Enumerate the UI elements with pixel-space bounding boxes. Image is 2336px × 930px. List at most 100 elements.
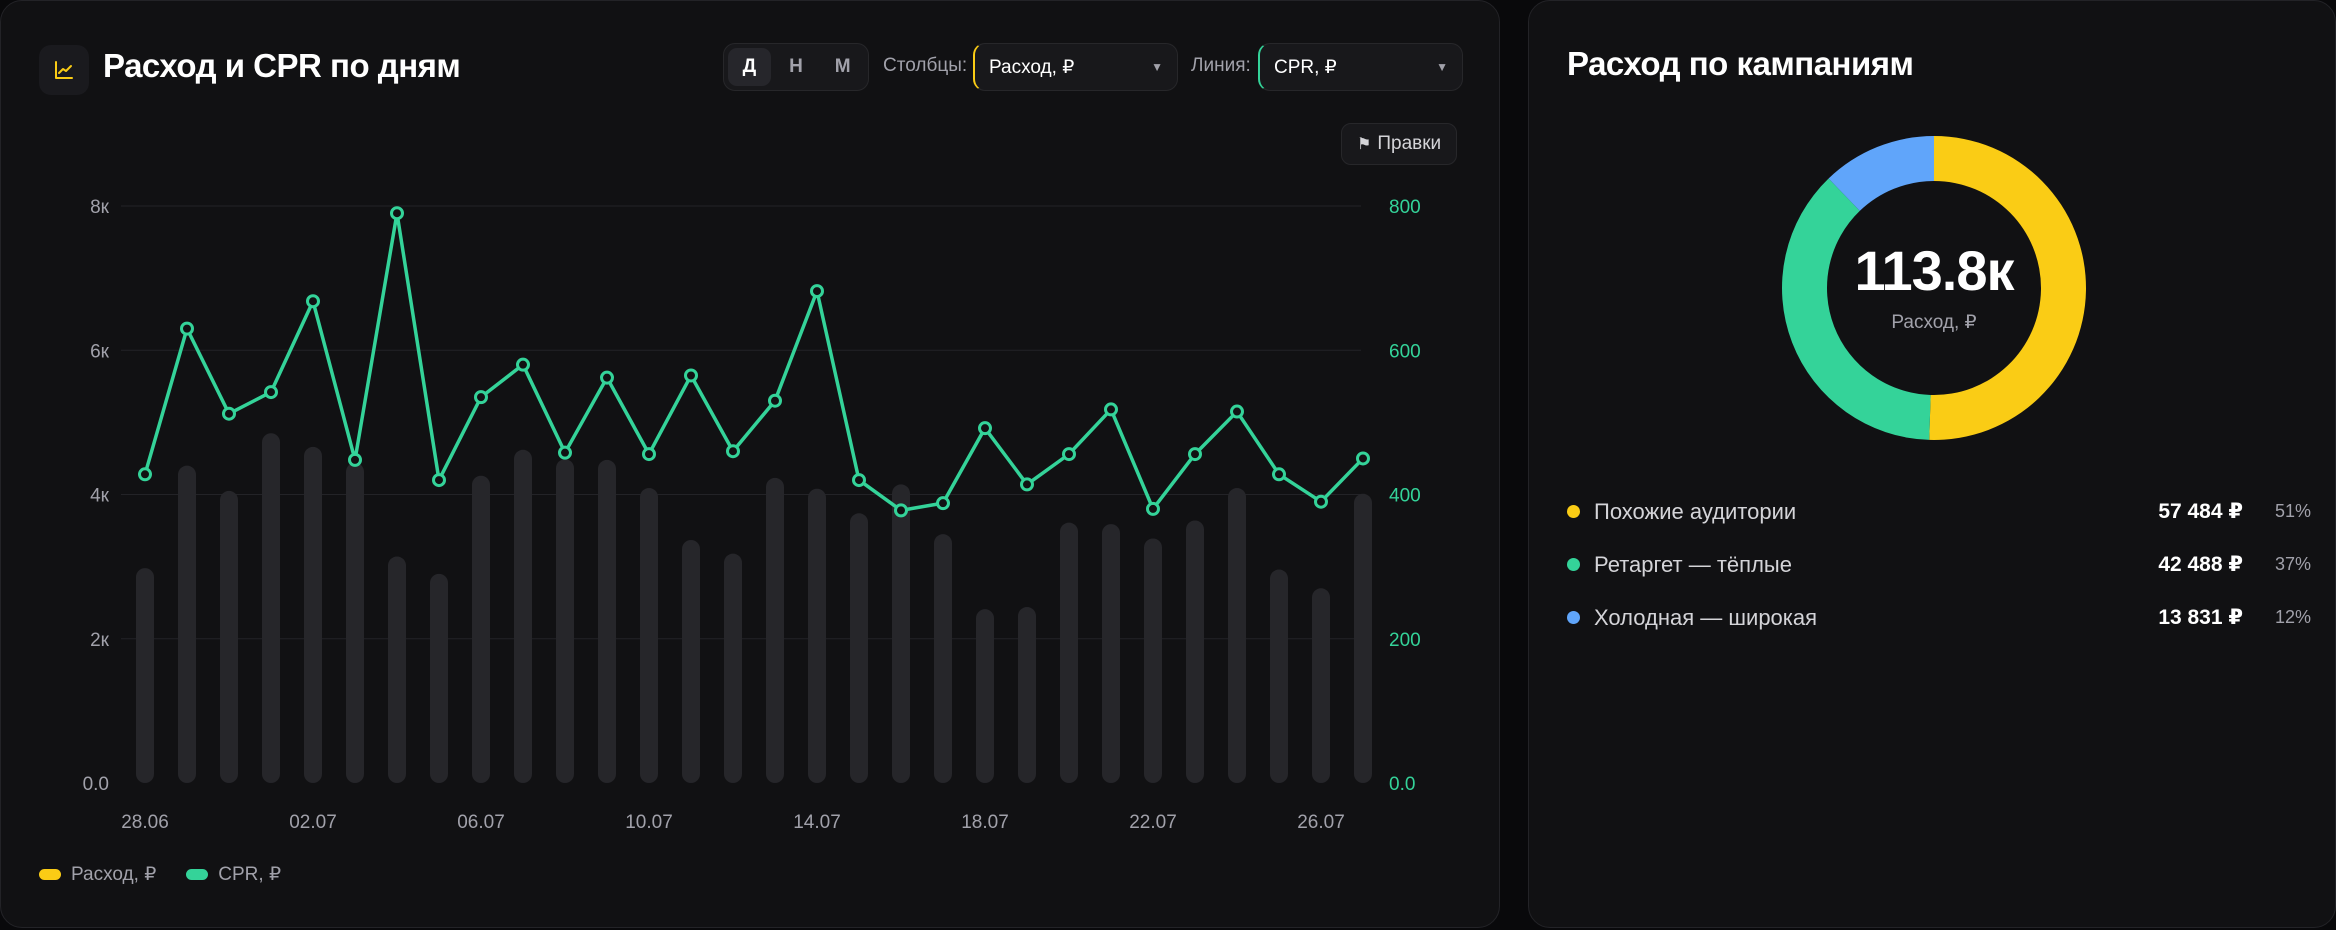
donut-total-label: Расход, ₽ (1891, 311, 1977, 333)
legend-swatch-spend (39, 869, 61, 880)
spend-bar (388, 556, 406, 783)
cpr-point (684, 368, 698, 383)
cpr-point (180, 321, 194, 336)
spend-bar (1270, 569, 1288, 783)
spend-bar (430, 573, 448, 783)
cpr-point (1188, 447, 1202, 462)
campaign-name: Холодная — широкая (1594, 604, 1818, 630)
campaign-donut: 113.8к Расход, ₽ (1781, 135, 2087, 441)
spend-bar (1228, 488, 1246, 783)
chart-title: Расход и CPR по дням (103, 47, 461, 84)
cpr-point (1230, 404, 1244, 419)
campaign-amount: 42 488 ₽ (2158, 553, 2243, 576)
spend-bar (766, 477, 784, 783)
campaign-color-dot (1567, 558, 1580, 571)
cpr-point (1314, 494, 1328, 509)
cpr-point (768, 393, 782, 408)
spend-bar (976, 609, 994, 783)
right-axis-tick-label: 200 (1389, 630, 1421, 651)
cpr-point (474, 390, 488, 405)
spend-bar (1312, 588, 1330, 783)
spend-bar (178, 465, 196, 783)
campaign-percent: 37% (2274, 554, 2311, 574)
period-week-button[interactable]: Н (789, 56, 803, 77)
x-axis-tick-label: 28.06 (121, 812, 169, 833)
period-month-button[interactable]: М (834, 56, 851, 77)
campaign-percent: 12% (2274, 607, 2311, 627)
campaign-name: Похожие аудитории (1594, 498, 1797, 524)
line-chart-icon (39, 45, 89, 95)
donut-chart (1782, 136, 2087, 440)
left-axis-tick-label: 0.0 (83, 774, 109, 795)
cpr-point (390, 206, 404, 221)
cpr-point (264, 385, 278, 400)
spend-bar (220, 490, 238, 783)
cpr-point (432, 473, 446, 488)
spend-bar (1060, 522, 1078, 783)
x-axis-tick-label: 18.07 (961, 812, 1009, 833)
campaign-color-dot (1567, 611, 1580, 624)
edits-button[interactable]: ⚑ Правки (1341, 123, 1458, 165)
cpr-point (852, 473, 866, 488)
donut-slice[interactable] (1782, 178, 1931, 440)
legend-item-spend[interactable]: Расход, ₽ (39, 863, 156, 886)
spend-bar (1144, 538, 1162, 783)
caret-down-icon: ▼ (1436, 60, 1448, 74)
campaign-list: Похожие аудитории 57 484 ₽ 51% Ретаргет … (1567, 485, 2311, 644)
x-axis-tick-label: 22.07 (1129, 812, 1177, 833)
donut-slice[interactable] (1929, 136, 2087, 440)
x-axis-tick-label: 02.07 (289, 812, 337, 833)
left-axis-tick-label: 2к (90, 630, 110, 651)
campaign-row[interactable]: Ретаргет — тёплые 42 488 ₽ 37% (1567, 538, 2311, 591)
left-axis-tick-label: 4к (90, 486, 110, 507)
cpr-point (936, 496, 950, 511)
period-day-button[interactable]: Д (728, 48, 771, 86)
campaign-name: Ретаргет — тёплые (1594, 551, 1792, 577)
cpr-point (1356, 451, 1370, 466)
right-axis-tick-label: 0.0 (1389, 774, 1415, 795)
spend-bar (598, 459, 616, 783)
donut-slice[interactable] (1828, 136, 1934, 211)
campaign-percent: 51% (2274, 501, 2311, 521)
cpr-point (894, 503, 908, 518)
campaign-spend-card: Расход по кампаниям 113.8к Расход, ₽ Пох… (1528, 0, 2336, 928)
legend-label-cpr: CPR, ₽ (218, 864, 282, 885)
flag-icon: ⚑ (1357, 136, 1372, 153)
cpr-point (1020, 477, 1034, 492)
cpr-point (1104, 402, 1118, 417)
cpr-point (1062, 447, 1076, 462)
cpr-point (978, 421, 992, 436)
period-toggle: Д Н М (723, 43, 869, 91)
campaign-amount: 13 831 ₽ (2158, 606, 2243, 629)
spend-bar (1018, 607, 1036, 783)
line-metric-select[interactable]: CPR, ₽ ▼ (1258, 43, 1463, 91)
spend-bar (934, 534, 952, 783)
bars-metric-value: Расход, ₽ (989, 56, 1075, 78)
left-axis-tick-label: 6к (90, 341, 110, 362)
legend-label-spend: Расход, ₽ (71, 864, 157, 885)
cpr-point (1272, 467, 1286, 482)
right-axis-tick-label: 800 (1389, 197, 1421, 218)
campaigns-title: Расход по кампаниям (1567, 45, 1914, 82)
campaign-row[interactable]: Холодная — широкая 13 831 ₽ 12% (1567, 591, 2311, 644)
x-axis-tick-label: 10.07 (625, 812, 673, 833)
cpr-point (348, 452, 362, 467)
legend-swatch-cpr (186, 869, 209, 880)
cpr-point (222, 406, 236, 421)
bars-metric-select[interactable]: Расход, ₽ ▼ (973, 43, 1178, 91)
line-metric-value: CPR, ₽ (1274, 56, 1337, 78)
legend-item-cpr[interactable]: CPR, ₽ (186, 863, 281, 886)
campaign-row[interactable]: Похожие аудитории 57 484 ₽ 51% (1567, 485, 2311, 538)
spend-bar (1102, 524, 1120, 783)
cpr-point (138, 467, 152, 482)
cpr-point (558, 445, 572, 460)
line-metric-label: Линия: (1191, 55, 1251, 76)
chart-legend: Расход, ₽ CPR, ₽ (39, 863, 281, 886)
x-axis-tick-label: 26.07 (1297, 812, 1345, 833)
left-axis-tick-label: 8к (90, 197, 110, 218)
spend-bar (556, 459, 574, 783)
cpr-point (516, 357, 530, 372)
spend-bar (808, 488, 826, 783)
spend-bar (514, 449, 532, 783)
x-axis-tick-label: 14.07 (793, 812, 841, 833)
